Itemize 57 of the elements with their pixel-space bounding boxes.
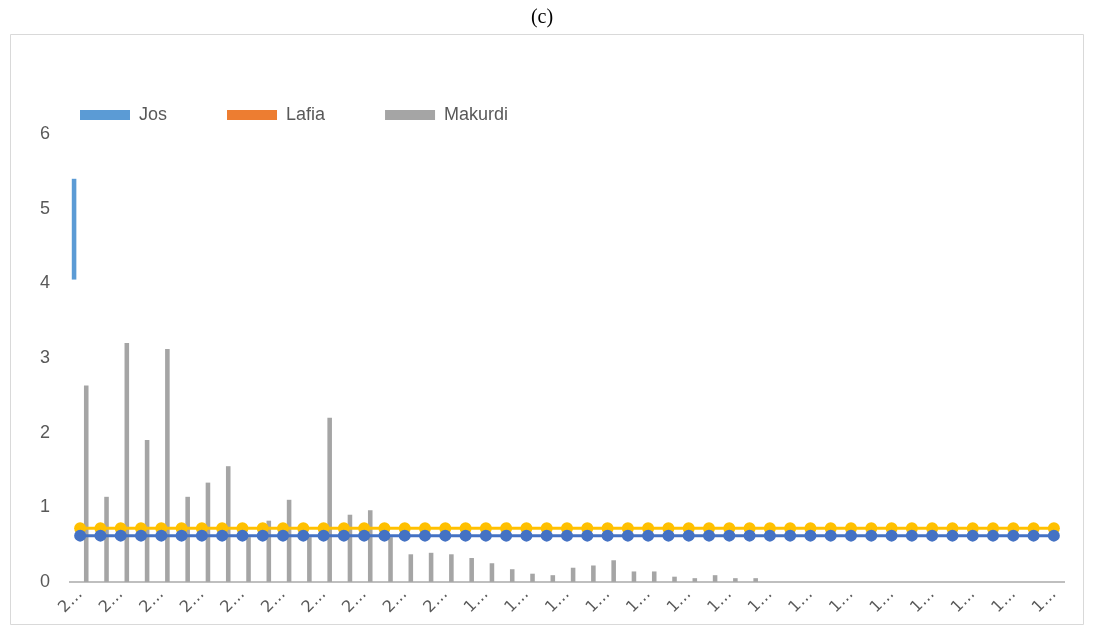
- x-tick-label: 1…: [824, 584, 857, 616]
- bar: [83, 385, 89, 582]
- y-tick-label: 0: [40, 570, 51, 591]
- bar: [651, 571, 657, 582]
- y-tick-label: 6: [40, 122, 51, 143]
- bar: [692, 578, 698, 582]
- bar: [672, 576, 677, 582]
- y-tick-label: 1: [40, 496, 51, 517]
- x-tick-label: 2…: [378, 584, 411, 616]
- x-tick-label: 2…: [135, 584, 168, 616]
- bar: [733, 578, 738, 582]
- bar: [449, 554, 454, 582]
- x-tick-label: 2…: [337, 584, 370, 616]
- x-tick-label: 1…: [784, 584, 817, 616]
- bar: [388, 537, 393, 582]
- x-tick-label: 1…: [662, 584, 695, 616]
- x-tick-label: 1…: [743, 584, 776, 616]
- legend-label: Jos: [139, 103, 168, 124]
- x-tick-label: 2…: [175, 584, 208, 616]
- bar: [165, 349, 170, 582]
- x-tick-label: 1…: [987, 584, 1020, 616]
- bar: [530, 573, 535, 582]
- x-tick-label: 1…: [865, 584, 898, 616]
- x-tick-label: 1…: [581, 584, 614, 616]
- x-tick-label: 1…: [500, 584, 533, 616]
- x-tick-label: 1…: [905, 584, 938, 616]
- bar: [509, 569, 515, 582]
- bar: [550, 575, 556, 582]
- y-tick-label: 4: [40, 272, 51, 293]
- bar: [753, 578, 758, 582]
- bar: [631, 571, 637, 582]
- x-tick-label: 2…: [94, 584, 127, 616]
- x-tick-label: 1…: [1027, 584, 1060, 616]
- x-tick-label: 2…: [256, 584, 289, 616]
- bar: [246, 537, 251, 582]
- chart-title: (c): [530, 5, 554, 29]
- legend-label: Lafia: [286, 103, 327, 124]
- bar: [469, 558, 474, 582]
- x-tick-label: 1…: [703, 584, 736, 616]
- x-tick-label: 2…: [419, 584, 452, 616]
- x-tick-label: 2…: [216, 584, 249, 616]
- bar: [611, 560, 616, 582]
- y-tick-label: 3: [40, 346, 51, 367]
- x-tick-label: 1…: [540, 584, 573, 616]
- y-tick-label: 5: [40, 197, 51, 218]
- x-tick-label: 2…: [297, 584, 330, 616]
- legend-label: Makurdi: [444, 103, 509, 124]
- x-tick-label: 1…: [459, 584, 492, 616]
- bar: [225, 466, 231, 582]
- x-tick-label: 1…: [946, 584, 979, 616]
- bar: [307, 537, 312, 582]
- bar: [591, 565, 596, 582]
- bar: [327, 417, 332, 582]
- bar: [712, 575, 718, 582]
- x-tick-label: 1…: [621, 584, 654, 616]
- x-tick-label: 2…: [53, 584, 86, 616]
- y-tick-label: 2: [40, 421, 51, 442]
